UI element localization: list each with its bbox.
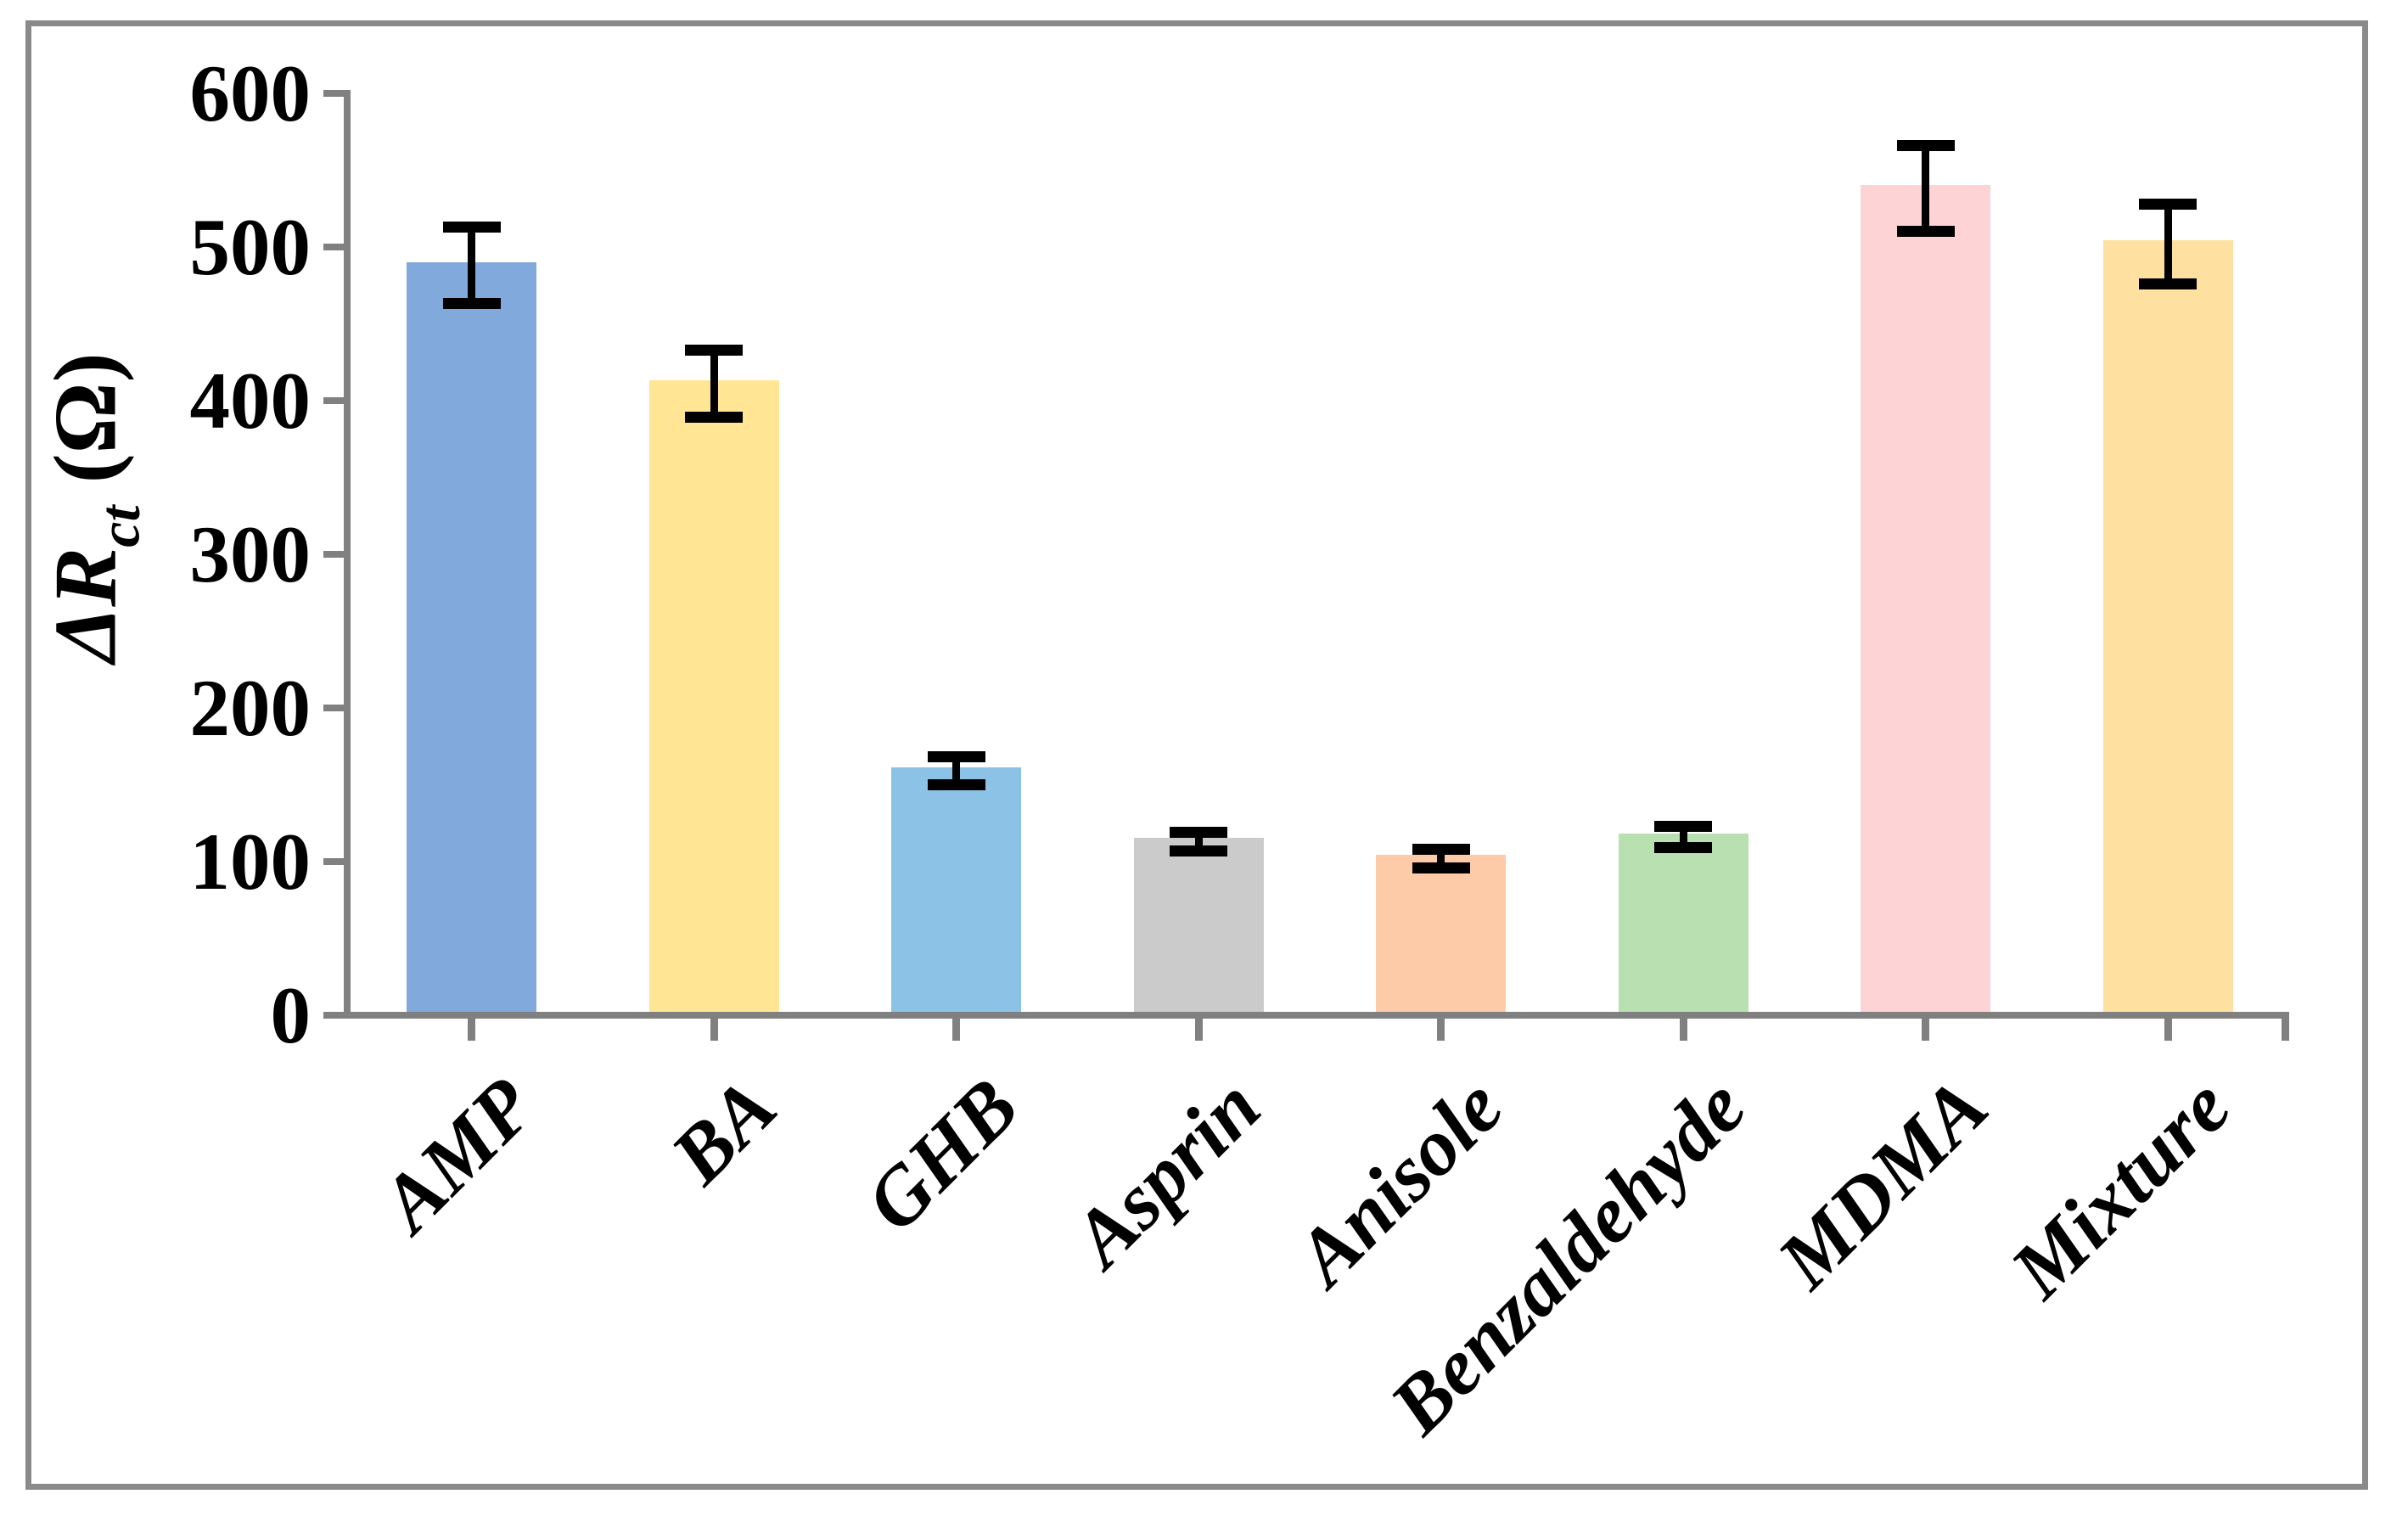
error-bar-top-cap-ba <box>685 344 744 356</box>
error-bar-bottom-cap-ba <box>685 412 744 424</box>
error-bar-top-cap-ghb <box>927 751 985 763</box>
x-tick-mixture <box>2164 1015 2172 1041</box>
error-bar-bottom-cap-asprin <box>1170 845 1228 856</box>
x-label-mixture: Mixture <box>1993 1060 2248 1315</box>
y-tick-label-300: 300 <box>189 509 312 599</box>
x-tick-ba <box>710 1015 718 1041</box>
y-tick-label-200: 200 <box>189 663 312 753</box>
x-axis-end-tick <box>2282 1015 2289 1041</box>
error-bar-bottom-cap-mdma <box>1896 226 1955 238</box>
x-tick-asprin <box>1194 1015 1203 1041</box>
bar-ghb <box>891 767 1022 1012</box>
error-bar-benzaldehyde <box>1679 826 1687 848</box>
error-bar-ba <box>710 350 718 418</box>
error-bar-bottom-cap-mixture <box>2139 278 2198 289</box>
error-bar-bottom-cap-anisole <box>1412 862 1470 873</box>
y-tick-100 <box>323 858 344 865</box>
error-bar-bottom-cap-benzaldehyde <box>1654 842 1713 854</box>
error-bar-top-cap-asprin <box>1170 827 1228 839</box>
x-tick-benzaldehyde <box>1679 1015 1687 1041</box>
y-tick-label-0: 0 <box>270 970 312 1060</box>
x-label-anisole: Anisole <box>1278 1060 1520 1302</box>
y-tick-500 <box>323 244 344 250</box>
bar-amp <box>407 261 537 1012</box>
x-label-ghb: GHB <box>848 1060 1036 1249</box>
y-tick-label-100: 100 <box>189 817 312 907</box>
bar-mdma <box>1861 185 1991 1012</box>
y-tick-200 <box>323 705 344 711</box>
y-axis-title-unit <box>36 483 135 505</box>
y-tick-600 <box>323 90 344 97</box>
y-tick-400 <box>323 397 344 404</box>
error-bar-ghb <box>952 756 961 785</box>
error-bar-top-cap-benzaldehyde <box>1654 820 1713 832</box>
x-label-asprin: Asprin <box>1055 1060 1278 1283</box>
error-bar-mixture <box>2164 204 2172 284</box>
error-bar-mdma <box>1922 145 1930 232</box>
x-axis-line <box>344 1012 2289 1019</box>
y-tick-label-600: 600 <box>189 48 312 138</box>
x-tick-amp <box>468 1015 476 1041</box>
x-label-ba: BA <box>653 1060 794 1201</box>
bar-benzaldehyde <box>1618 834 1748 1012</box>
error-bar-top-cap-mdma <box>1896 140 1955 152</box>
bar-ba <box>648 380 779 1012</box>
error-bar-anisole <box>1437 849 1445 868</box>
y-tick-label-500: 500 <box>189 202 312 292</box>
x-tick-mdma <box>1922 1015 1930 1041</box>
error-bar-top-cap-amp <box>442 221 501 233</box>
error-bar-asprin <box>1194 832 1203 851</box>
bar-anisole <box>1376 855 1507 1012</box>
x-tick-anisole <box>1437 1015 1445 1041</box>
error-bar-bottom-cap-ghb <box>927 779 985 790</box>
x-tick-ghb <box>952 1015 961 1041</box>
y-tick-0 <box>323 1012 344 1019</box>
y-axis-line <box>344 90 351 1019</box>
x-label-amp: AMP <box>363 1060 551 1249</box>
bar-asprin <box>1133 838 1264 1012</box>
y-tick-label-400: 400 <box>189 356 312 446</box>
error-bar-top-cap-anisole <box>1412 844 1470 856</box>
y-tick-300 <box>323 551 344 558</box>
error-bar-top-cap-mixture <box>2139 198 2198 210</box>
bar-mixture <box>2102 240 2233 1012</box>
error-bar-amp <box>468 227 476 304</box>
error-bar-bottom-cap-amp <box>442 298 501 310</box>
x-label-mdma: MDMA <box>1760 1060 2005 1306</box>
